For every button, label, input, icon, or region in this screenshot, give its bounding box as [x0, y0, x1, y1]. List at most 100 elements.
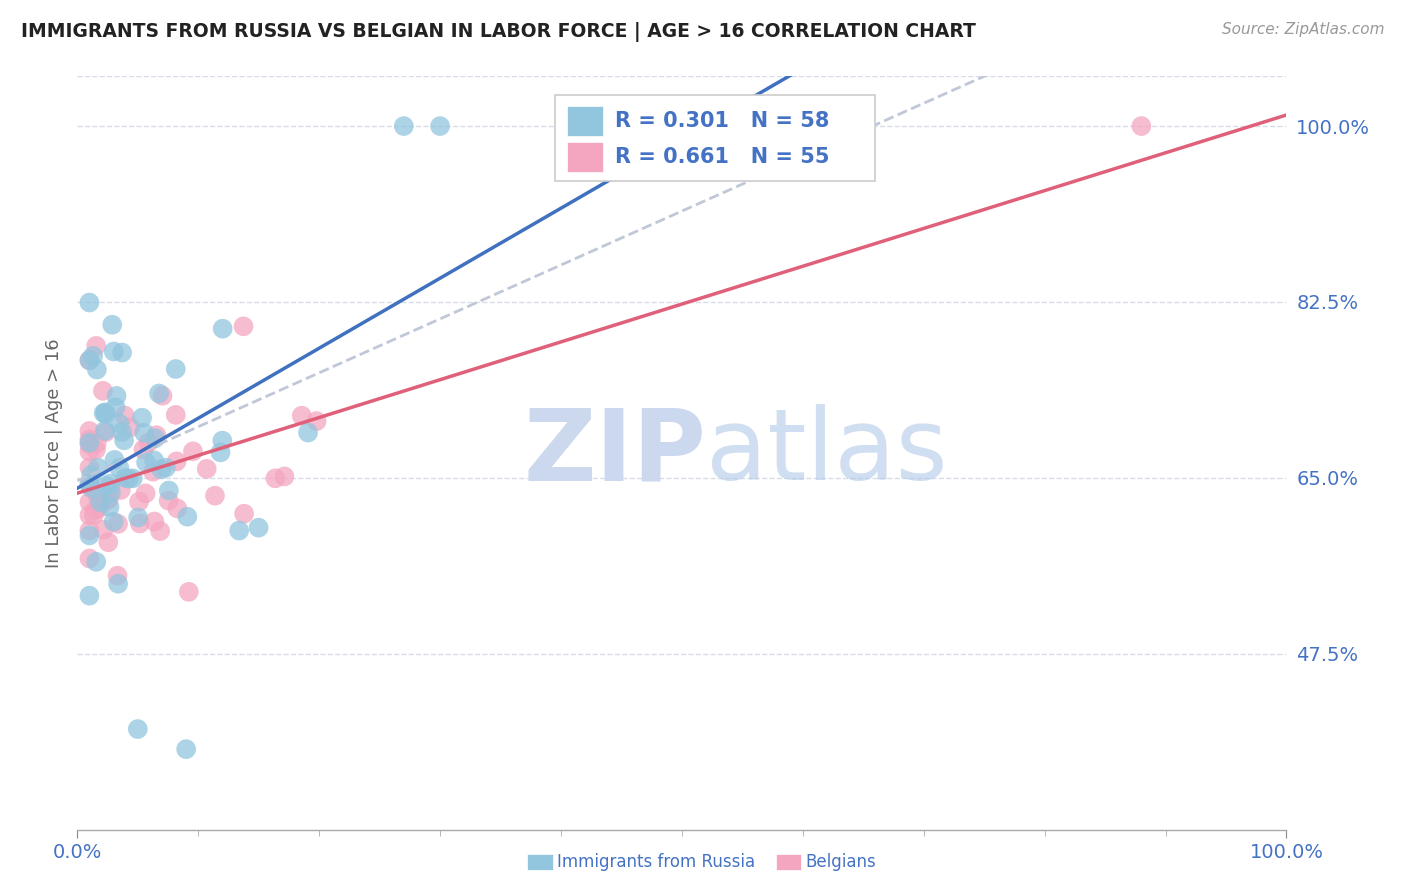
Point	[107, 516, 129, 531]
Point	[128, 516, 150, 531]
Text: IMMIGRANTS FROM RUSSIA VS BELGIAN IN LABOR FORCE | AGE > 16 CORRELATION CHART: IMMIGRANTS FROM RUSSIA VS BELGIAN IN LAB…	[21, 22, 976, 42]
Point	[305, 414, 328, 428]
Point	[291, 409, 314, 423]
Point	[181, 444, 204, 458]
Point	[80, 481, 103, 495]
Point	[127, 510, 149, 524]
Point	[98, 500, 121, 514]
Point	[86, 362, 108, 376]
Point	[79, 424, 101, 438]
Point	[112, 434, 135, 448]
Point	[132, 442, 155, 457]
Point	[103, 453, 125, 467]
Point	[165, 362, 187, 376]
Point	[87, 460, 110, 475]
Point	[94, 407, 117, 421]
Point	[79, 477, 101, 491]
Point	[84, 339, 107, 353]
Point	[111, 345, 134, 359]
Point	[429, 119, 451, 133]
Point	[232, 319, 254, 334]
Point	[89, 495, 111, 509]
Point	[127, 722, 149, 736]
Point	[94, 424, 117, 438]
Point	[145, 428, 167, 442]
Point	[111, 425, 134, 439]
Point	[209, 445, 232, 459]
Point	[176, 509, 198, 524]
Point	[79, 524, 101, 538]
Point	[105, 389, 128, 403]
Point	[79, 295, 101, 310]
Point	[148, 386, 170, 401]
Point	[103, 515, 125, 529]
Point	[142, 465, 165, 479]
Point	[87, 501, 110, 516]
Point	[93, 406, 115, 420]
Point	[79, 495, 101, 509]
Point	[108, 417, 131, 431]
Point	[84, 503, 107, 517]
Point	[83, 508, 105, 522]
Point	[79, 528, 101, 542]
Point	[97, 535, 120, 549]
Point	[79, 432, 101, 446]
Point	[131, 410, 153, 425]
Point	[107, 576, 129, 591]
Point	[91, 384, 114, 398]
Point	[110, 483, 132, 497]
Point	[149, 524, 172, 538]
Text: atlas: atlas	[706, 404, 948, 501]
Point	[392, 119, 415, 133]
Point	[79, 353, 101, 368]
Point	[100, 476, 122, 491]
Point	[84, 442, 107, 457]
Point	[90, 496, 112, 510]
Point	[273, 469, 295, 483]
Point	[79, 476, 101, 491]
Text: ZIP: ZIP	[523, 404, 706, 501]
Point	[143, 453, 166, 467]
Y-axis label: In Labor Force | Age > 16: In Labor Force | Age > 16	[45, 338, 63, 567]
Point	[264, 471, 287, 485]
Point	[114, 471, 136, 485]
Point	[94, 405, 117, 419]
Point	[297, 425, 319, 440]
Point	[138, 435, 160, 450]
Point	[174, 742, 197, 756]
Point	[157, 493, 180, 508]
Point	[86, 488, 108, 502]
Text: R = 0.301   N = 58: R = 0.301 N = 58	[616, 111, 830, 131]
Point	[211, 321, 233, 335]
Bar	[567, 106, 603, 136]
Bar	[567, 142, 603, 172]
Point	[93, 523, 115, 537]
Point	[211, 434, 233, 448]
Point	[120, 420, 142, 434]
Point	[107, 568, 129, 582]
Text: Source: ZipAtlas.com: Source: ZipAtlas.com	[1222, 22, 1385, 37]
Point	[233, 507, 256, 521]
Point	[79, 437, 101, 451]
Point	[114, 409, 136, 423]
Point	[94, 425, 117, 439]
Point	[96, 479, 118, 493]
Text: R = 0.661   N = 55: R = 0.661 N = 55	[616, 147, 830, 167]
Point	[166, 454, 188, 468]
Text: Immigrants from Russia: Immigrants from Russia	[557, 853, 755, 871]
Point	[86, 436, 108, 450]
Point	[128, 494, 150, 508]
Point	[108, 461, 131, 475]
Point	[143, 431, 166, 445]
Point	[100, 485, 122, 500]
Point	[79, 444, 101, 458]
Point	[79, 460, 101, 475]
Point	[84, 555, 107, 569]
Text: Belgians: Belgians	[806, 853, 876, 871]
Point	[79, 435, 101, 450]
Point	[80, 467, 103, 482]
Point	[195, 462, 218, 476]
Point	[96, 493, 118, 508]
Point	[157, 483, 180, 498]
Point	[247, 521, 270, 535]
